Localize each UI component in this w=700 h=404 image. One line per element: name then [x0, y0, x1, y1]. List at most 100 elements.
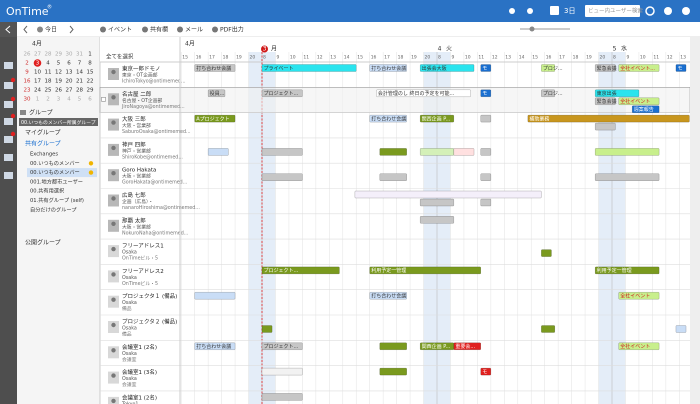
user-name[interactable]: Goro Hakata — [122, 168, 156, 174]
event[interactable] — [379, 148, 407, 156]
event[interactable] — [594, 89, 640, 98]
calendar-day[interactable]: 26 — [24, 52, 31, 58]
event[interactable] — [207, 89, 226, 98]
event[interactable] — [369, 266, 482, 275]
calendar-day[interactable]: 2 — [46, 97, 50, 103]
user-name[interactable]: 会議室1 (3名) — [122, 368, 157, 376]
group-item[interactable]: 自分だけのグループ — [30, 205, 77, 213]
bell-icon[interactable] — [527, 8, 533, 14]
event[interactable] — [419, 198, 455, 207]
event[interactable] — [594, 148, 660, 156]
calendar-day[interactable]: 1 — [36, 97, 40, 103]
user-name[interactable]: 会議室1 (2名) — [122, 343, 157, 351]
group-item[interactable]: Exchanges — [30, 152, 58, 158]
calendar-day[interactable]: 1 — [88, 52, 92, 58]
user-name[interactable]: 名古屋 二郎 — [122, 90, 152, 98]
event[interactable] — [261, 64, 357, 72]
event[interactable] — [453, 342, 482, 351]
event[interactable] — [618, 97, 660, 106]
calendar-day[interactable]: 7 — [78, 61, 82, 67]
toolbar-button[interactable]: メール — [185, 27, 203, 34]
calendar-day[interactable]: 30 — [24, 97, 31, 103]
calendar-day[interactable]: 4 — [46, 61, 50, 67]
event[interactable] — [419, 114, 455, 123]
logo[interactable]: OnTime — [6, 5, 49, 18]
calendar-day[interactable]: 24 — [34, 88, 41, 94]
calendar-day[interactable]: 14 — [76, 70, 83, 76]
toolbar-button[interactable]: イベント — [108, 27, 132, 34]
event[interactable] — [419, 342, 455, 351]
nav-mail[interactable] — [4, 82, 13, 89]
zoom-slider[interactable] — [520, 28, 570, 30]
event[interactable] — [480, 367, 492, 376]
calendar-day[interactable]: 18 — [45, 79, 52, 85]
calendar-day[interactable]: 27 — [66, 88, 73, 94]
event[interactable] — [194, 114, 236, 123]
calendar-day[interactable]: 4 — [67, 97, 71, 103]
calendar-day[interactable]: 5 — [78, 97, 82, 103]
event[interactable] — [261, 342, 303, 351]
calendar-day[interactable]: 11 — [45, 70, 52, 76]
select-all[interactable]: 全てを選択 — [106, 53, 134, 61]
group-item[interactable]: 01.共有グループ (self) — [30, 196, 84, 204]
event[interactable] — [369, 291, 407, 300]
calendar-day[interactable]: 21 — [76, 79, 83, 85]
calendar-day[interactable]: 3 — [57, 97, 61, 103]
calendar-day[interactable]: 17 — [34, 79, 41, 85]
group-item[interactable]: 00.いつものメンバー — [30, 160, 80, 167]
event[interactable] — [369, 64, 407, 72]
scrollbar[interactable] — [690, 37, 700, 404]
user-name[interactable]: 那覇 太郎 — [122, 216, 146, 224]
event[interactable] — [194, 291, 236, 300]
row-checkbox[interactable] — [101, 97, 106, 102]
group-item[interactable]: 001.地方都市ユーザー — [30, 177, 83, 185]
event[interactable] — [618, 64, 660, 72]
toolbar-button[interactable]: PDF出力 — [220, 26, 244, 34]
calendar-day[interactable]: 2 — [25, 61, 29, 67]
event[interactable] — [194, 64, 236, 72]
event[interactable] — [419, 148, 455, 156]
event[interactable] — [261, 173, 303, 181]
user-name[interactable]: 神戸 四郎 — [122, 140, 146, 148]
user-name[interactable]: 大阪 三郎 — [122, 115, 146, 123]
calendar-day[interactable]: 25 — [45, 88, 52, 94]
event[interactable] — [453, 148, 475, 156]
user-name[interactable]: 広島 七郎 — [122, 191, 146, 199]
event[interactable] — [594, 122, 616, 131]
users-icon[interactable] — [509, 8, 515, 14]
event[interactable] — [419, 216, 455, 224]
prev-arrow[interactable] — [23, 25, 28, 34]
event[interactable] — [675, 64, 687, 72]
user-name[interactable]: プロジェクタ１ (備品) — [122, 292, 177, 300]
nav-list[interactable] — [4, 136, 13, 143]
nav-chat[interactable] — [4, 101, 13, 108]
search-box[interactable] — [585, 5, 640, 17]
day-weekday[interactable]: 火 — [446, 46, 452, 53]
shared-groups[interactable]: 共有グループ — [25, 140, 61, 148]
user-name[interactable]: 東京一郎ドモノ — [122, 65, 161, 73]
day-weekday[interactable]: 水 — [621, 45, 627, 53]
event[interactable] — [261, 325, 273, 333]
day-date[interactable]: 5 — [613, 46, 617, 53]
nav-share[interactable] — [4, 118, 13, 125]
event[interactable] — [379, 367, 407, 376]
calendar-day[interactable]: 6 — [67, 61, 71, 67]
event[interactable] — [379, 173, 407, 181]
event[interactable] — [354, 190, 542, 199]
event[interactable] — [480, 173, 492, 181]
event[interactable] — [480, 89, 492, 98]
group-item[interactable]: 00.いつものメンバー — [30, 169, 80, 176]
calendar-day[interactable]: 29 — [87, 88, 94, 94]
next-arrow[interactable] — [69, 25, 74, 34]
zoom-handle[interactable] — [529, 26, 535, 32]
event[interactable] — [261, 367, 303, 376]
calendar-day[interactable]: 28 — [76, 88, 83, 94]
event[interactable] — [480, 148, 492, 156]
calendar-day[interactable]: 9 — [25, 70, 29, 76]
calendar-day[interactable]: 22 — [87, 79, 94, 85]
account-icon[interactable] — [682, 7, 690, 15]
day-date[interactable]: 4 — [438, 46, 442, 53]
event[interactable] — [618, 291, 660, 300]
help-icon[interactable] — [664, 7, 672, 15]
event[interactable] — [541, 249, 552, 257]
